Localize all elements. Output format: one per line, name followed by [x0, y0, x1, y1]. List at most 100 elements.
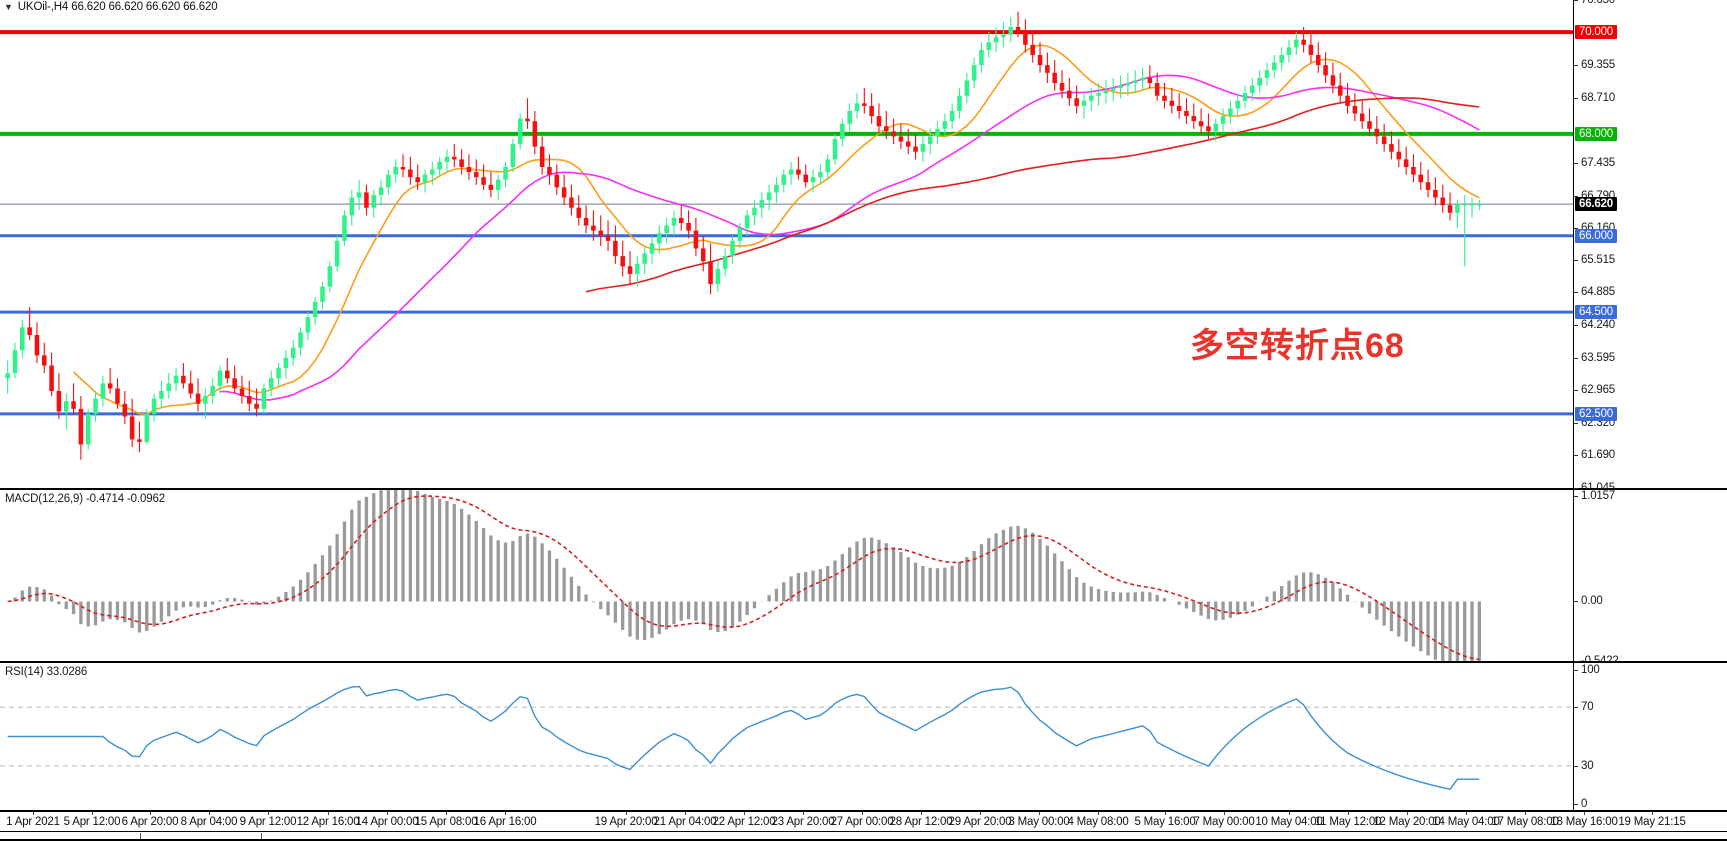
taskbar-segment[interactable] [141, 833, 262, 839]
level-price-badge[interactable]: 62.500 [1575, 406, 1617, 421]
price-tick: 61.690 [1574, 449, 1615, 461]
time-axis-label: 17 May 08:00 [1491, 816, 1559, 828]
macd-tick: 1.0157 [1574, 490, 1615, 502]
time-axis-label: 4 May 08:00 [1067, 816, 1129, 828]
time-axis-label: 8 Apr 04:00 [180, 816, 238, 828]
time-tick [1289, 812, 1290, 815]
level-price-badge[interactable]: 66.000 [1575, 228, 1617, 243]
time-tick [744, 812, 745, 815]
ma-fast-line [73, 44, 1480, 416]
time-axis-label: 5 May 16:00 [1134, 816, 1196, 828]
time-axis-label: 29 Apr 20:00 [948, 816, 1012, 828]
time-axis-label: 18 May 16:00 [1550, 816, 1618, 828]
price-tick: 62.965 [1574, 384, 1615, 396]
price-tick: 64.240 [1574, 319, 1615, 331]
time-axis-label: 27 Apr 00:00 [830, 816, 894, 828]
time-tick [387, 812, 388, 815]
candlestick-series [5, 11, 1482, 460]
time-axis-label: 14 Apr 00:00 [355, 816, 419, 828]
time-axis-label: 1 Apr 2021 [6, 816, 60, 828]
time-tick [1584, 812, 1585, 815]
rsi-series-svg [0, 685, 1573, 790]
time-axis-label: 19 Apr 20:00 [594, 816, 658, 828]
price-tick: 65.515 [1574, 254, 1615, 266]
bottom-taskbar-strip [0, 831, 1727, 839]
current-price-badge: 66.620 [1575, 197, 1617, 212]
price-candles-svg [0, 11, 1573, 460]
rsi-tick: 0 [1574, 798, 1587, 810]
rsi-line [7, 685, 1480, 790]
price-scale[interactable]: 70.630 69.355 68.710 67.435 66.790 66.160 65.5… [1573, 0, 1727, 494]
time-axis-label: 5 Apr 12:00 [63, 816, 121, 828]
price-pane: 70.630 69.355 68.710 67.435 66.790 66.160 65.5… [0, 0, 1727, 494]
time-tick [1348, 812, 1349, 815]
chart-annotation-text[interactable]: 多空转折点68 [1190, 327, 1405, 365]
time-axis-label: 12 May 20:00 [1373, 816, 1441, 828]
time-tick [1525, 812, 1526, 815]
chart-header: ▼ UKOil-,H4 66.620 66.620 66.620 66.620 [0, 0, 218, 14]
time-axis-label: 12 Apr 16:00 [296, 816, 360, 828]
level-price-badge[interactable]: 64.500 [1575, 305, 1617, 320]
rsi-label: RSI(14) 33.0286 [5, 666, 88, 678]
macd-signal-line [7, 495, 1480, 661]
ma-mid-line [219, 74, 1480, 401]
time-tick [1165, 812, 1166, 815]
time-tick [505, 812, 506, 815]
time-tick [921, 812, 922, 815]
macd-pane: MACD(12,26,9) -0.4714 -0.0962 1.0157 0.00… [0, 489, 1727, 667]
price-tick: 67.435 [1574, 157, 1615, 169]
macd-series-svg [7, 490, 1481, 661]
time-tick [626, 812, 627, 815]
macd-scale[interactable]: 1.0157 0.00 -0.5422 [1573, 490, 1727, 667]
time-tick [1039, 812, 1040, 815]
macd-tick: 0.00 [1574, 595, 1603, 607]
rsi-tick: 100 [1574, 664, 1600, 676]
rsi-tick: 70 [1574, 701, 1594, 713]
time-axis-label: 15 Apr 08:00 [414, 816, 478, 828]
time-tick [92, 812, 93, 815]
macd-histogram [13, 490, 1481, 661]
price-tick: 68.710 [1574, 92, 1615, 104]
price-plot-area[interactable] [0, 0, 1573, 488]
rsi-plot-area[interactable] [0, 663, 1573, 810]
macd-label: MACD(12,26,9) -0.4714 -0.0962 [5, 493, 165, 505]
price-tick: 69.355 [1574, 59, 1615, 71]
time-axis-label: 22 Apr 12:00 [712, 816, 776, 828]
rsi-scale[interactable]: 100 70 30 0 [1573, 663, 1727, 810]
chart-title: UKOil-,H4 66.620 66.620 66.620 66.620 [17, 1, 218, 13]
time-tick [1407, 812, 1408, 815]
time-axis-label: 9 Apr 12:00 [239, 816, 297, 828]
time-tick [446, 812, 447, 815]
ma-slow-line [585, 97, 1480, 293]
collapse-caret-icon[interactable]: ▼ [4, 1, 13, 12]
time-tick [1224, 812, 1225, 815]
time-axis-label: 11 May 12:00 [1314, 816, 1382, 828]
time-tick [980, 812, 981, 815]
time-tick [209, 812, 210, 815]
time-axis-label: 28 Apr 12:00 [889, 816, 953, 828]
time-tick [862, 812, 863, 815]
time-tick [803, 812, 804, 815]
time-axis-label: 23 Apr 20:00 [771, 816, 835, 828]
time-tick [685, 812, 686, 815]
time-axis-label: 19 May 21:15 [1618, 816, 1686, 828]
price-tick: 64.885 [1574, 286, 1615, 298]
taskbar-segment[interactable] [0, 833, 141, 839]
macd-plot-area[interactable] [0, 490, 1573, 661]
time-tick [1652, 812, 1653, 815]
time-tick [150, 812, 151, 815]
time-axis-label: 16 Apr 16:00 [473, 816, 537, 828]
time-tick [1098, 812, 1099, 815]
level-price-badge[interactable]: 68.000 [1575, 126, 1617, 141]
time-tick [268, 812, 269, 815]
price-tick: 70.630 [1574, 0, 1615, 6]
time-axis-label: 21 Apr 04:00 [653, 816, 717, 828]
level-price-badge[interactable]: 70.000 [1575, 25, 1617, 40]
time-axis[interactable]: 1 Apr 2021 5 Apr 12:00 6 Apr 20:00 8 Apr 04… [0, 811, 1727, 833]
rsi-tick: 30 [1574, 760, 1594, 772]
time-axis-label: 14 May 04:00 [1432, 816, 1500, 828]
time-tick [1466, 812, 1467, 815]
rsi-pane: RSI(14) 33.0286 100 70 30 0 [0, 662, 1727, 811]
time-axis-label: 3 May 00:00 [1008, 816, 1070, 828]
